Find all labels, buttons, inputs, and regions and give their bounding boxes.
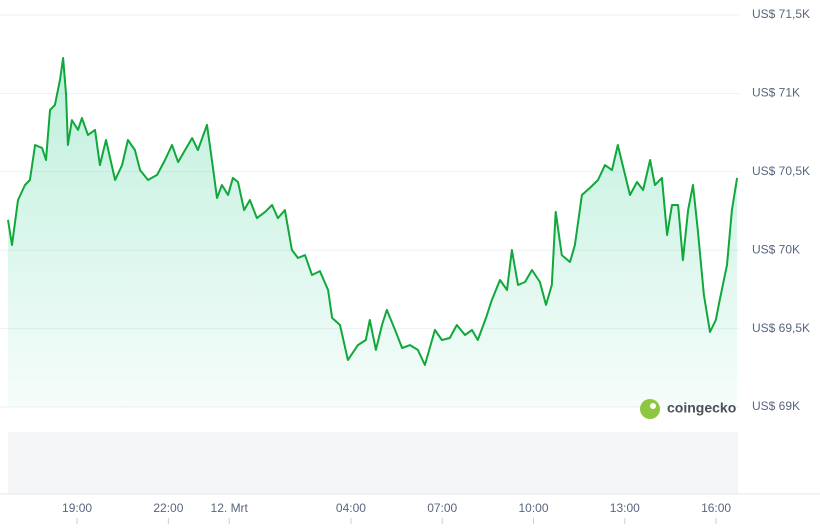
x-tick-label: 13:00: [610, 501, 640, 515]
x-tick-label: 04:00: [336, 501, 366, 515]
y-tick-label: US$ 69K: [752, 399, 800, 413]
y-tick-label: US$ 71K: [752, 86, 800, 100]
x-tick-label: 07:00: [427, 501, 457, 515]
x-tick-label: 16:00: [701, 501, 731, 515]
x-tick-label: 19:00: [62, 501, 92, 515]
x-tick-label: 22:00: [153, 501, 183, 515]
logo: coingecko: [640, 399, 736, 419]
x-tick-label: 10:00: [518, 501, 548, 515]
area: [8, 58, 738, 407]
y-tick-label: US$ 70K: [752, 242, 800, 256]
x-tick-label: 12. Mrt: [211, 501, 249, 515]
watermark: coingecko: [667, 400, 736, 416]
y-tick-label: US$ 70,5K: [752, 164, 810, 178]
volume-strip: [8, 432, 738, 494]
y-tick-label: US$ 69,5K: [752, 321, 810, 335]
y-tick-label: US$ 71,5K: [752, 7, 810, 21]
price-line: [7, 57, 739, 366]
